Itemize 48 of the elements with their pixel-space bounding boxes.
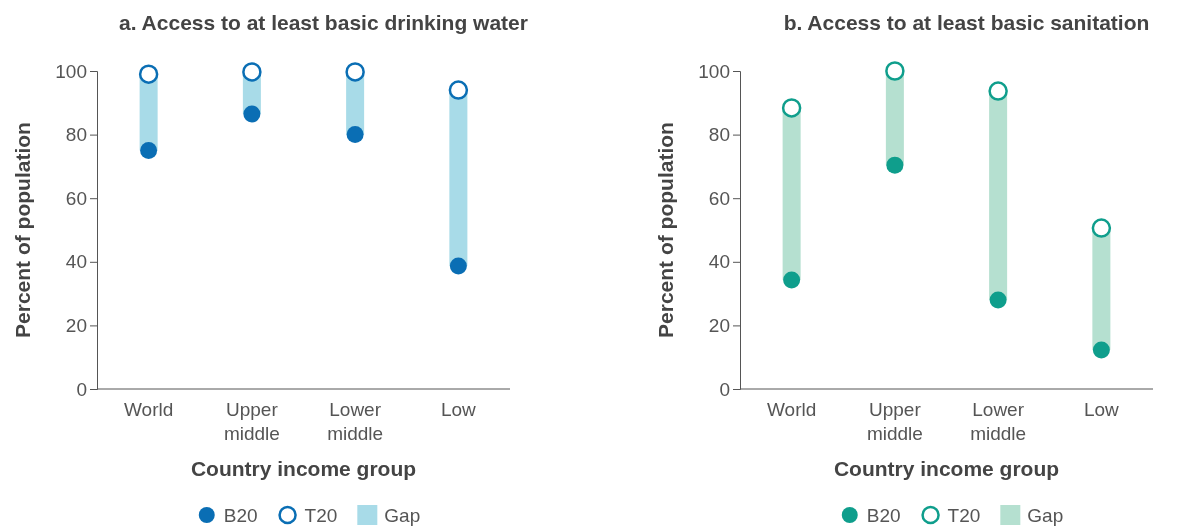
x-tick-label: Low (1083, 399, 1120, 420)
point (989, 291, 1007, 309)
y-tick-label: 20 (708, 314, 730, 336)
point (140, 142, 158, 159)
x-axis-title: Country income group (833, 457, 1060, 480)
legend-label: Gap (1027, 505, 1064, 526)
chart-title: b. Access to at least basic sanitation (783, 11, 1150, 34)
legend-label: T20 (304, 505, 338, 526)
x-tick-label: Upper middle (223, 399, 280, 444)
x-axis-title: Country income group (190, 457, 417, 480)
y-axis-title: Percent of population (11, 122, 34, 338)
point (242, 62, 262, 82)
x-tick-label: Upper middle (866, 399, 923, 444)
point (449, 257, 467, 275)
y-tick-label: 100 (698, 60, 730, 82)
x-tick-label: World (766, 399, 817, 420)
y-tick-label: 80 (65, 124, 87, 146)
point (243, 105, 261, 123)
y-tick-label: 0 (719, 378, 730, 400)
legend-label: T20 (947, 505, 981, 526)
y-tick-label: 0 (76, 378, 87, 400)
y-tick-label: 60 (708, 187, 730, 209)
point (783, 271, 801, 289)
point (886, 156, 904, 174)
point (988, 81, 1008, 101)
point (448, 80, 469, 100)
y-axis-title: Percent of population (654, 122, 677, 338)
y-tick-label: 80 (708, 124, 730, 146)
legend-label: B20 (223, 505, 258, 526)
point (885, 61, 905, 81)
point (1092, 341, 1110, 359)
legend-label: Gap (384, 505, 421, 526)
x-tick-label: Low (440, 399, 477, 420)
point (138, 64, 159, 84)
x-tick-label: World (123, 399, 174, 420)
y-tick-label: 40 (65, 251, 87, 273)
y-tick-label: 40 (708, 251, 730, 273)
point (1091, 218, 1112, 238)
point (346, 126, 364, 144)
legend-label: B20 (866, 505, 901, 526)
x-tick-label: Lower middle (327, 399, 384, 444)
y-tick-label: 60 (65, 187, 87, 209)
y-tick-label: 100 (55, 60, 87, 82)
y-tick-label: 20 (65, 314, 87, 336)
point (781, 98, 802, 118)
chart-title: a. Access to at least basic drinking water (119, 11, 528, 34)
x-tick-label: Lower middle (970, 399, 1027, 444)
point (345, 62, 365, 82)
